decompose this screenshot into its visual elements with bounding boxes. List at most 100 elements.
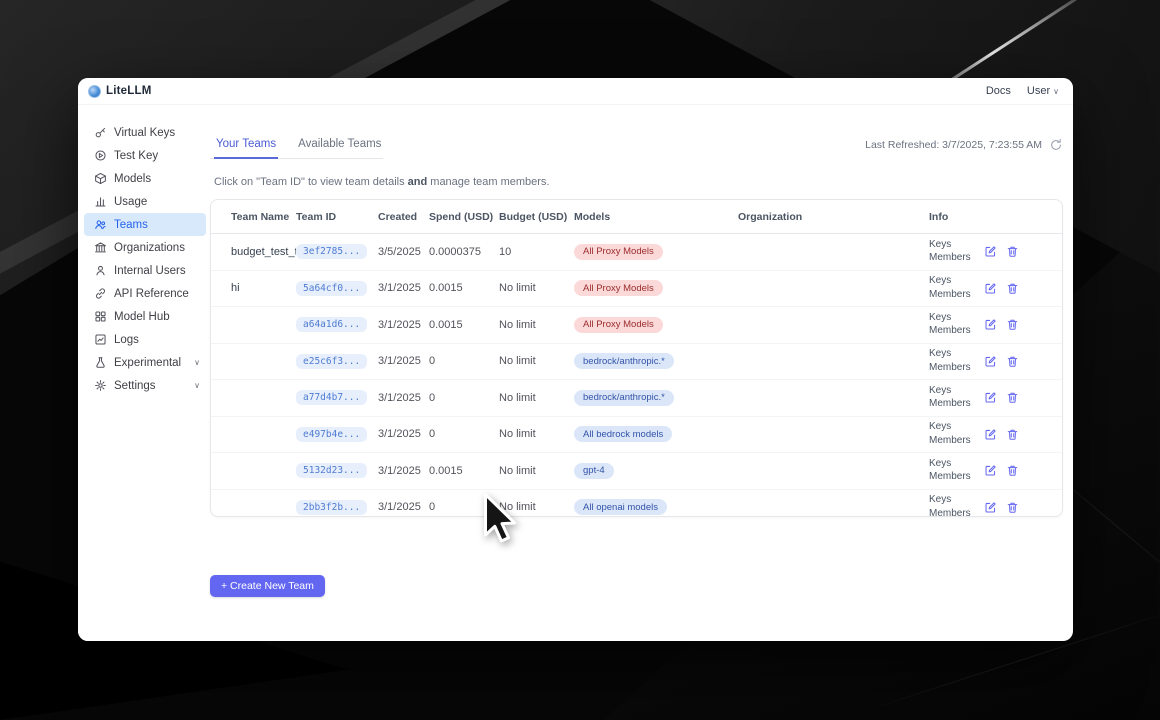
budget-cell: No limit [499, 355, 536, 368]
members-link[interactable]: Members [929, 471, 971, 483]
user-menu-label: User [1026, 85, 1051, 97]
trash-icon[interactable] [1006, 282, 1019, 295]
team-id-cell: a77d4b7... [296, 390, 378, 406]
members-link[interactable]: Members [929, 361, 971, 373]
refresh-icon[interactable] [1049, 138, 1063, 152]
description-text: manage team members. [427, 176, 550, 188]
team-id-link[interactable]: 5a64cf0... [296, 280, 368, 296]
column-header-info: Info [929, 210, 949, 223]
team-id-link[interactable]: 2bb3f2b... [296, 499, 368, 515]
sidebar-item[interactable]: Logs [84, 328, 206, 351]
keys-link[interactable]: Keys [929, 494, 952, 506]
team-id-cell: 2bb3f2b... [296, 499, 378, 515]
members-link[interactable]: Members [929, 288, 971, 300]
team-id-link[interactable]: e25c6f3... [296, 353, 368, 369]
edit-icon[interactable] [984, 464, 997, 477]
building-icon [94, 241, 107, 254]
sidebar-item[interactable]: Teams [84, 213, 206, 236]
teams-table: Team Name Team ID Created Spend (USD) Bu… [210, 199, 1063, 517]
sidebar-item[interactable]: Internal Users [84, 259, 206, 282]
sidebar-item-label: Model Hub [114, 310, 170, 323]
column-header-models: Models [574, 210, 611, 223]
spend-cell: 0.0015 [429, 464, 463, 477]
team-id-link[interactable]: a64a1d6... [296, 317, 368, 333]
user-menu[interactable]: User ∨ [1027, 85, 1059, 97]
user-icon [94, 264, 107, 277]
trash-icon[interactable] [1006, 355, 1019, 368]
keys-link[interactable]: Keys [929, 384, 952, 396]
sidebar-item-label: Settings [114, 379, 156, 392]
trash-icon[interactable] [1006, 464, 1019, 477]
trash-icon[interactable] [1006, 245, 1019, 258]
edit-icon[interactable] [984, 391, 997, 404]
sidebar-item[interactable]: Experimental ∨ [84, 351, 206, 374]
keys-link[interactable]: Keys [929, 457, 952, 469]
chevron-down-icon: ∨ [1053, 86, 1059, 96]
sidebar-item-label: Experimental [114, 356, 182, 369]
model-badge: All Proxy Models [574, 280, 663, 297]
budget-cell: No limit [499, 391, 536, 404]
grid-icon [94, 310, 107, 323]
models-cell: bedrock/anthropic.* [574, 353, 738, 370]
sidebar-item[interactable]: Settings ∨ [84, 374, 206, 397]
edit-icon[interactable] [984, 501, 997, 514]
trash-icon[interactable] [1006, 501, 1019, 514]
edit-icon[interactable] [984, 355, 997, 368]
keys-link[interactable]: Keys [929, 421, 952, 433]
trash-icon[interactable] [1006, 318, 1019, 331]
edit-icon[interactable] [984, 282, 997, 295]
sidebar-item[interactable]: Usage [84, 190, 206, 213]
table-row: e25c6f3... 3/1/2025 0 No limit bedrock/a… [211, 344, 1062, 380]
model-badge: bedrock/anthropic.* [574, 389, 674, 406]
sidebar-item[interactable]: Test Key [84, 144, 206, 167]
sidebar-item[interactable]: Model Hub [84, 305, 206, 328]
team-id-link[interactable]: 3ef2785... [296, 244, 368, 260]
members-link[interactable]: Members [929, 398, 971, 410]
edit-icon[interactable] [984, 428, 997, 441]
docs-link[interactable]: Docs [985, 85, 1011, 97]
create-new-team-button[interactable]: + Create New Team [210, 575, 325, 597]
budget-cell: No limit [499, 318, 536, 331]
chevron-down-icon: ∨ [194, 380, 200, 390]
members-link[interactable]: Members [929, 325, 971, 337]
members-link[interactable]: Members [929, 252, 971, 264]
table-row: a64a1d6... 3/1/2025 0.0015 No limit All … [211, 307, 1062, 344]
edit-icon[interactable] [984, 245, 997, 258]
table-row: 5132d23... 3/1/2025 0.0015 No limit gpt-… [211, 453, 1062, 490]
spend-cell: 0 [429, 355, 436, 368]
keys-link[interactable]: Keys [929, 311, 952, 323]
sidebar-item[interactable]: API Reference [84, 282, 206, 305]
sidebar: Virtual Keys Test Key Models Usage [78, 105, 208, 641]
keys-link[interactable]: Keys [929, 275, 952, 287]
sidebar-item[interactable]: Models [84, 167, 206, 190]
table-body: budget_test_team 3ef2785... 3/5/2025 0.0… [211, 234, 1062, 517]
team-id-cell: e497b4e... [296, 426, 378, 442]
team-id-link[interactable]: 5132d23... [296, 463, 368, 479]
sidebar-item-label: Virtual Keys [114, 126, 176, 139]
team-id-link[interactable]: a77d4b7... [296, 390, 368, 406]
models-cell: All Proxy Models [574, 243, 738, 260]
trash-icon[interactable] [1006, 391, 1019, 404]
description-bold: and [407, 176, 428, 188]
link-icon [94, 287, 107, 300]
created-cell: 3/1/2025 [378, 282, 421, 295]
info-cell: Keys Members [929, 458, 984, 484]
info-cell: Keys Members [929, 239, 984, 265]
sidebar-item[interactable]: Virtual Keys [84, 121, 206, 144]
trash-icon[interactable] [1006, 428, 1019, 441]
team-id-link[interactable]: e497b4e... [296, 426, 368, 442]
sidebar-item[interactable]: Organizations [84, 236, 206, 259]
keys-link[interactable]: Keys [929, 348, 952, 360]
row-actions [984, 428, 1044, 441]
keys-link[interactable]: Keys [929, 238, 952, 250]
tab-list: Your Teams Available Teams [210, 130, 384, 159]
members-link[interactable]: Members [929, 507, 971, 517]
tab[interactable]: Available Teams [298, 138, 382, 150]
tab[interactable]: Your Teams [214, 138, 279, 159]
edit-icon[interactable] [984, 318, 997, 331]
members-link[interactable]: Members [929, 434, 971, 446]
team-id-cell: 3ef2785... [296, 244, 378, 260]
column-header-team-name: Team Name [231, 210, 290, 223]
sidebar-item-label: Models [114, 172, 152, 185]
team-id-cell: e25c6f3... [296, 353, 378, 369]
